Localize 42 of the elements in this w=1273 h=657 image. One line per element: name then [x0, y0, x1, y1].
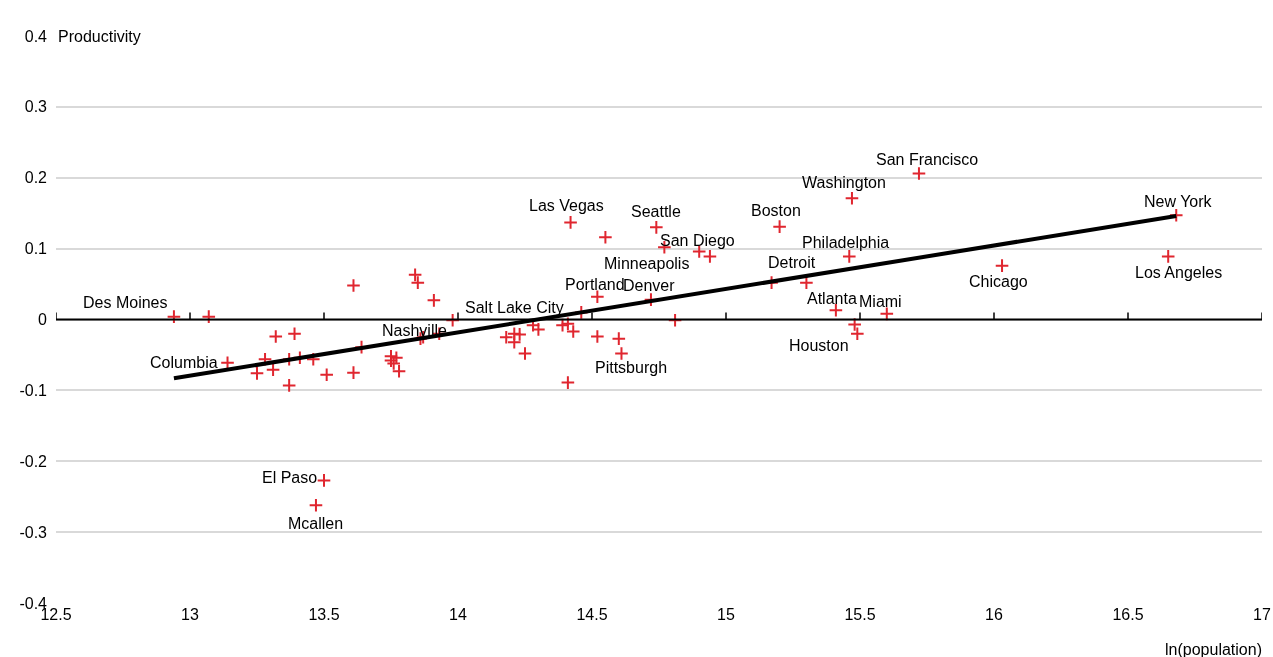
annotation: Chicago: [969, 273, 1028, 290]
y-tick-label: 0.4: [24, 27, 48, 45]
x-tick-label: 14: [449, 606, 467, 623]
x-tick-label: 15: [717, 606, 735, 623]
annotation: Detroit: [768, 254, 816, 271]
y-axis-title: Productivity: [58, 28, 141, 45]
annotation: San Diego: [660, 232, 735, 249]
annotation: Columbia: [150, 354, 218, 371]
annotation: El Paso: [262, 469, 318, 486]
annotation: Nashville: [382, 322, 448, 339]
x-tick-label: 13.5: [308, 606, 340, 623]
y-tick-label: -0.1: [19, 381, 48, 399]
y-tick-label: -0.2: [19, 452, 48, 470]
annotation: Mcallen: [288, 515, 344, 532]
annotation: Minneapolis: [604, 255, 690, 272]
annotation: Philadelphia: [802, 234, 890, 251]
x-tick-label: 13: [181, 606, 199, 623]
annotation: Washington: [802, 174, 886, 191]
annotation: Denver: [623, 277, 676, 294]
x-tick-label: 15.5: [844, 606, 876, 623]
x-tick-label: 14.5: [576, 606, 608, 623]
annotation: Des Moines: [83, 294, 168, 311]
annotation: Los Angeles: [1135, 264, 1223, 281]
y-tick-label: 0: [38, 311, 48, 329]
y-tick-label: 0.2: [24, 169, 48, 187]
x-tick-label: 16: [985, 606, 1003, 623]
annotation: Atlanta: [807, 290, 857, 307]
y-tick-label: -0.3: [19, 523, 48, 541]
annotation: San Francisco: [876, 151, 979, 168]
annotation: New York: [1144, 193, 1213, 210]
annotation: Miami: [859, 293, 902, 310]
y-tick-label: 0.3: [24, 98, 48, 116]
y-tick-label: 0.1: [24, 240, 48, 258]
x-tick-label: 17: [1253, 606, 1271, 623]
annotation: Las Vegas: [529, 197, 604, 214]
annotation: Boston: [751, 202, 801, 219]
annotation: Pittsburgh: [595, 359, 668, 376]
annotation: Houston: [789, 337, 849, 354]
x-tick-label: 16.5: [1112, 606, 1144, 623]
annotation: Salt Lake City: [465, 299, 564, 316]
annotation: Portland: [565, 276, 625, 293]
annotation: Seattle: [631, 203, 681, 220]
